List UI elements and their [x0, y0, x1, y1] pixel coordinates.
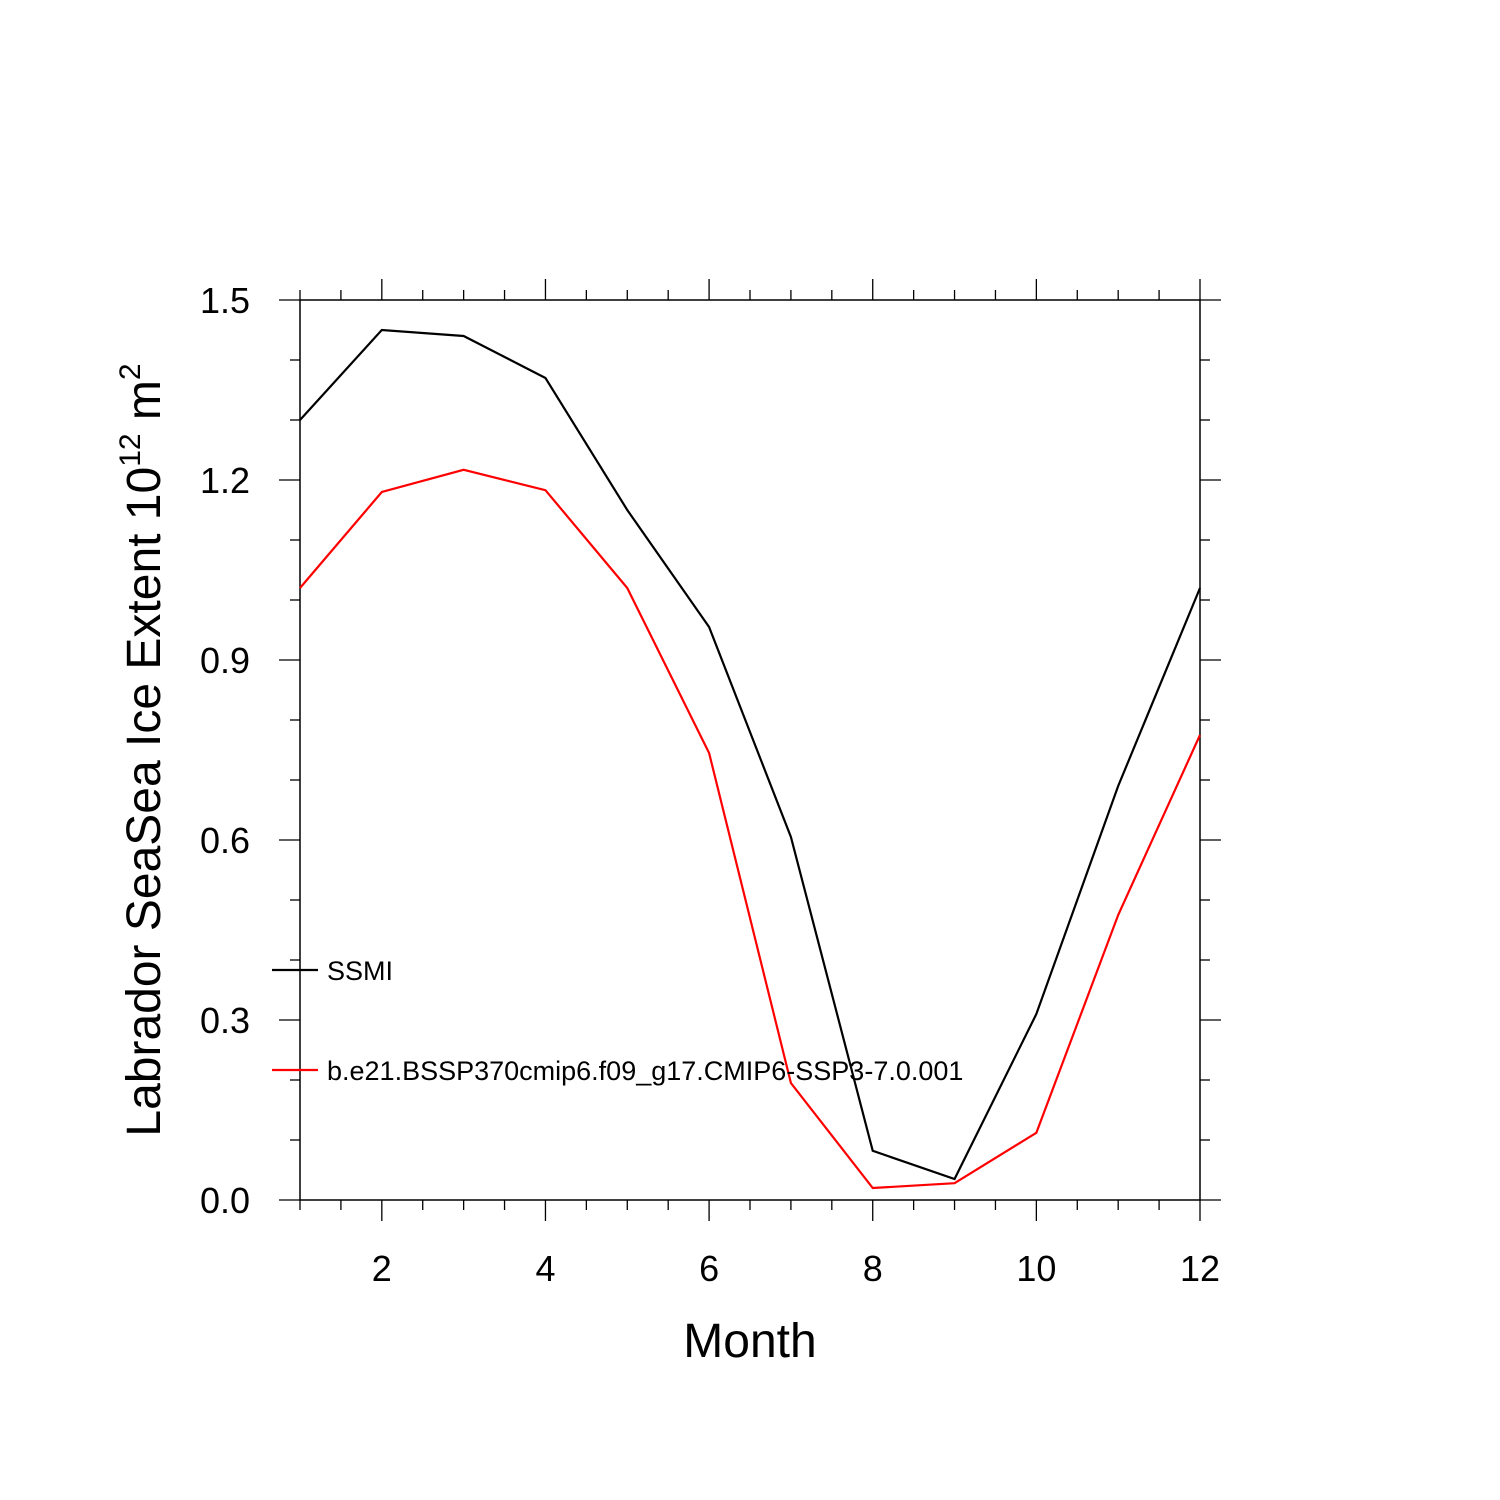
y-axis-title-unit: m — [118, 380, 171, 420]
y-axis-title-space — [118, 420, 171, 433]
y-tick-label: 0.6 — [200, 820, 250, 861]
y-tick-label: 0.3 — [200, 1000, 250, 1041]
series-line-2 — [299, 468, 1202, 1190]
y-axis-title-unit-exponent: 2 — [114, 363, 147, 380]
x-axis-title: Month — [683, 1315, 816, 1368]
plot-frame — [299, 299, 1201, 1201]
x-tick-label: 2 — [372, 1248, 392, 1289]
y-tick-label: 0.0 — [200, 1180, 250, 1221]
series-line-1 — [299, 328, 1202, 1181]
y-axis-title: Labrador SeaSea Ice Extent 1012 m2 — [114, 363, 171, 1136]
axis-ticks — [279, 279, 1221, 1221]
legend-label-2: b.e21.BSSP370cmip6.f09_g17.CMIP6-SSP3-7.… — [327, 1056, 963, 1086]
x-tick-label: 6 — [699, 1248, 719, 1289]
y-axis-title-exponent: 12 — [114, 433, 147, 466]
tick-labels: 2 4 6 8 10 12 0.0 0.3 0.6 0.9 1.2 1.5 — [200, 280, 1220, 1289]
y-axis-title-text: Labrador SeaSea Ice Extent 10 — [118, 467, 171, 1137]
y-tick-label: 1.2 — [200, 460, 250, 501]
x-tick-label: 8 — [863, 1248, 883, 1289]
y-tick-label: 1.5 — [200, 280, 250, 321]
series-lines — [299, 328, 1202, 1190]
x-tick-label: 4 — [535, 1248, 555, 1289]
x-tick-label: 10 — [1016, 1248, 1056, 1289]
legend: SSMI b.e21.BSSP370cmip6.f09_g17.CMIP6-SSP… — [272, 956, 963, 1086]
legend-label-1: SSMI — [327, 956, 393, 986]
x-tick-label: 12 — [1180, 1248, 1220, 1289]
y-tick-label: 0.9 — [200, 640, 250, 681]
